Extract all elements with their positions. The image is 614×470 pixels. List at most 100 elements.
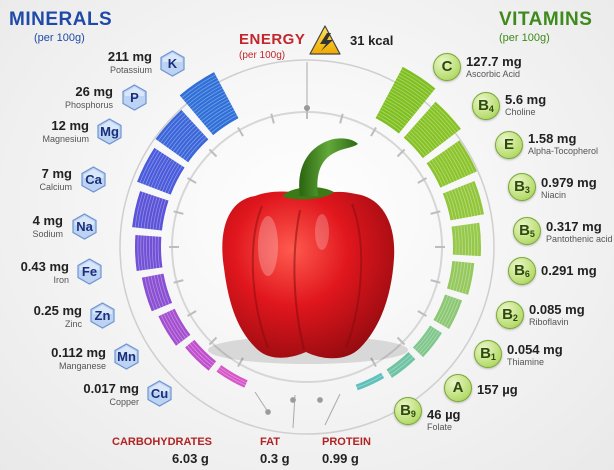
vitamin-letter: B [514, 262, 525, 279]
ring-tick [430, 210, 441, 215]
energy-value: 31 kcal [350, 33, 394, 48]
mineral-bar [137, 147, 185, 195]
vitamin-value: 0.979 mg [541, 175, 597, 190]
ring-tick [173, 279, 184, 284]
bar-stripe [391, 88, 421, 108]
bar-stripe [425, 112, 450, 139]
bar-stripe [469, 224, 473, 256]
vitamin-letter: B [400, 402, 411, 419]
mineral-symbol: Zn [94, 308, 111, 323]
bar-stripe [468, 183, 479, 216]
bar-stripe [453, 188, 464, 219]
vitamin-badge-b3: B3 [508, 173, 536, 201]
bar-stripe [167, 120, 193, 149]
bar-stripe [181, 74, 216, 98]
vitamin-subscript: 5 [529, 229, 535, 239]
protein-label: PROTEIN [322, 436, 371, 448]
bar-stripe [413, 126, 436, 150]
bar-stripe [459, 186, 470, 218]
vitamin-letter: B [514, 178, 525, 195]
vitamin-letter: B [480, 345, 491, 362]
bar-stripe [399, 71, 432, 94]
bar-stripe [134, 191, 144, 228]
bar-stripe [143, 194, 152, 229]
bar-stripe [438, 154, 455, 182]
fat-label: FAT [260, 436, 280, 448]
mineral-value: 12 mg [51, 118, 89, 133]
bar-stripe [219, 366, 247, 384]
bar-stripe [164, 163, 180, 193]
mineral-name: Calcium [39, 182, 72, 192]
bar-stripe [170, 123, 195, 150]
bar-stripe [199, 98, 229, 120]
minerals-subtitle: (per 100g) [34, 32, 85, 44]
bar-stripe [356, 375, 383, 388]
ring-tick [417, 310, 428, 317]
fat-value: 0.3 g [260, 451, 290, 466]
mineral-name: Sodium [32, 229, 63, 239]
bar-stripe [160, 114, 186, 143]
bar-stripe [159, 160, 175, 191]
bar-stripe [458, 262, 466, 293]
bar-stripe [154, 236, 158, 269]
bar-stripe [420, 331, 440, 356]
bar-stripe [401, 69, 434, 92]
mineral-hex-k: K [159, 50, 186, 77]
ring-tick [186, 310, 197, 317]
bar-stripe [456, 141, 475, 173]
bar-stripe [168, 311, 186, 339]
bar-stripe [471, 182, 482, 215]
mineral-hex-mn: Mn [113, 343, 140, 370]
mineral-bar [216, 365, 248, 388]
bar-stripe [409, 130, 431, 153]
bar-stripe [162, 116, 188, 145]
mineral-symbol: K [167, 56, 178, 71]
mineral-name: Copper [109, 397, 139, 407]
bar-stripe [189, 343, 213, 367]
bar-stripe [433, 103, 459, 131]
bar-stripe [431, 105, 457, 133]
vitamin-name: Choline [505, 107, 536, 117]
bar-stripe [153, 275, 164, 307]
vitamin-letter: B [502, 306, 513, 323]
bar-stripe [411, 128, 433, 152]
vitamin-name: Folate [427, 422, 453, 432]
bar-stripe [379, 109, 405, 127]
bar-stripe [448, 147, 467, 177]
bar-stripe [147, 154, 165, 187]
bar-stripe [388, 354, 412, 373]
bar-stripe [175, 127, 199, 154]
protein-value: 0.99 g [322, 451, 359, 466]
vitamin-name: Thiamine [507, 357, 545, 367]
bar-stripe [445, 192, 454, 220]
outer-ring [119, 59, 495, 435]
bar-stripe [137, 235, 140, 271]
mineral-value: 0.112 mg [51, 345, 106, 360]
bar-stripe [463, 224, 466, 256]
mineral-name: Zinc [64, 319, 82, 329]
mineral-value: 0.25 mg [33, 303, 82, 318]
bar-stripe [407, 132, 428, 155]
vitamin-badge-b2: B2 [496, 301, 524, 329]
bar-stripe [185, 136, 207, 161]
ring-tick [396, 148, 406, 158]
bar-stripe [451, 189, 461, 219]
bar-stripe [461, 262, 469, 294]
vitamin-bar [433, 294, 463, 329]
vitamin-bar [446, 260, 475, 295]
mineral-name: Iron [53, 275, 69, 285]
bar-stripe [150, 275, 161, 308]
vitamin-name: Ascorbic Acid [466, 69, 521, 79]
mineral-value: 0.017 mg [83, 381, 139, 396]
lightning-icon [309, 25, 341, 55]
bar-stripe [443, 298, 457, 327]
vitamin-bar [375, 66, 436, 134]
mineral-symbol: Mn [117, 349, 136, 364]
mineral-symbol: Na [76, 219, 93, 234]
bar-stripe [435, 295, 449, 322]
bar-stripe [460, 225, 463, 256]
bar-stripe [381, 106, 407, 125]
mineral-bar [179, 72, 239, 136]
ring-tick [430, 279, 441, 284]
